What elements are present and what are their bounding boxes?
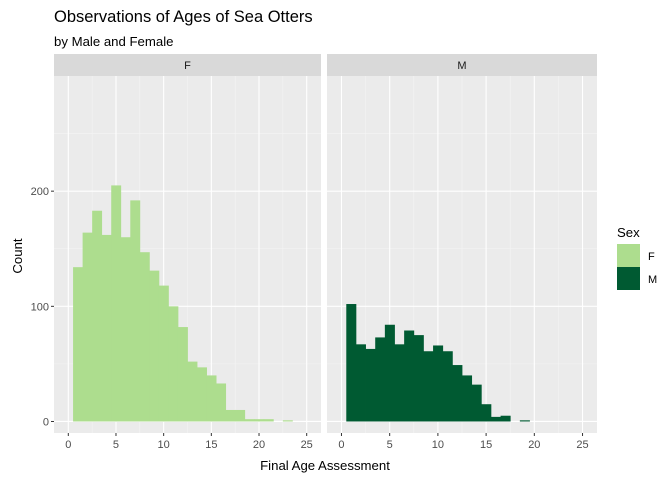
histogram-bar: [92, 210, 103, 422]
legend-label-F: F: [648, 251, 655, 263]
histogram-bar: [346, 304, 357, 422]
facet-panels: F 0 5 10 15 20 25 0 100 200 M 0 5 10 15 20 25: [31, 54, 597, 451]
facet-panel-M: M 0 5 10 15 20 25: [327, 54, 597, 451]
x-axis-title: Final Age Assessment: [260, 458, 390, 473]
histogram-bar: [254, 419, 265, 422]
legend-key-F: [617, 244, 640, 267]
histogram-bar: [519, 420, 530, 422]
x-tick-label: 20: [528, 439, 540, 451]
histogram-bar: [101, 234, 112, 422]
histogram-bar: [462, 375, 473, 422]
histogram-bar: [384, 324, 395, 422]
legend-key-M: [617, 267, 640, 290]
histogram-bar: [225, 409, 236, 422]
histogram-bar: [490, 416, 501, 422]
histogram-bar: [168, 306, 179, 422]
histogram-bar: [452, 365, 463, 422]
histogram-bar: [120, 237, 131, 422]
histogram-bar: [139, 252, 150, 422]
histogram-bar: [235, 409, 246, 422]
histogram-bar: [73, 267, 84, 422]
histogram-bar: [481, 404, 492, 422]
x-tick-label: 0: [65, 439, 71, 451]
legend-label-M: M: [648, 274, 657, 286]
x-tick-label: 5: [113, 439, 119, 451]
histogram-bar: [282, 420, 293, 422]
histogram-bar: [111, 185, 122, 422]
x-tick-label: 25: [301, 439, 313, 451]
histogram-bar: [471, 384, 482, 422]
histogram-bar: [187, 361, 198, 422]
histogram-bar: [244, 419, 255, 422]
histogram-bar: [394, 344, 405, 422]
facet-strip-label: M: [457, 60, 466, 72]
x-tick-label: 10: [158, 439, 170, 451]
histogram-bar: [423, 351, 434, 422]
y-tick-label: 0: [43, 416, 49, 428]
histogram-bar: [206, 375, 217, 422]
histogram-bar: [130, 200, 141, 422]
y-tick-label: 100: [31, 301, 49, 313]
histogram-bar: [404, 330, 415, 422]
histogram-bar: [365, 348, 376, 422]
histogram-bar: [197, 367, 207, 422]
histogram-bar: [355, 344, 366, 422]
legend: Sex FM: [617, 225, 657, 290]
y-axis-title: Count: [10, 238, 25, 274]
facet-strip: [327, 54, 597, 76]
histogram-bar: [149, 270, 160, 422]
histogram-bar: [413, 335, 424, 422]
facet-strip: [54, 54, 321, 76]
x-tick-label: 0: [338, 439, 344, 451]
histogram-bar: [433, 345, 444, 422]
x-tick-label: 15: [480, 439, 492, 451]
facet-panel-F: F 0 5 10 15 20 25 0 100 200: [31, 54, 321, 451]
histogram-bar: [263, 419, 274, 422]
legend-title: Sex: [617, 225, 640, 240]
chart-subtitle: by Male and Female: [54, 34, 173, 49]
facet-strip-label: F: [184, 60, 191, 72]
histogram-bar: [500, 415, 511, 422]
histogram-bar: [177, 327, 188, 422]
histogram-bar: [82, 232, 93, 422]
y-tick-label: 200: [31, 186, 49, 198]
x-tick-label: 15: [205, 439, 217, 451]
x-tick-label: 5: [387, 439, 393, 451]
histogram-bar: [216, 383, 227, 422]
histogram-bar: [375, 337, 386, 422]
chart-title: Observations of Ages of Sea Otters: [54, 8, 313, 26]
x-tick-label: 25: [576, 439, 588, 451]
x-tick-label: 20: [253, 439, 265, 451]
x-tick-label: 10: [432, 439, 444, 451]
histogram-bar: [158, 285, 169, 422]
histogram-bar: [442, 351, 453, 422]
